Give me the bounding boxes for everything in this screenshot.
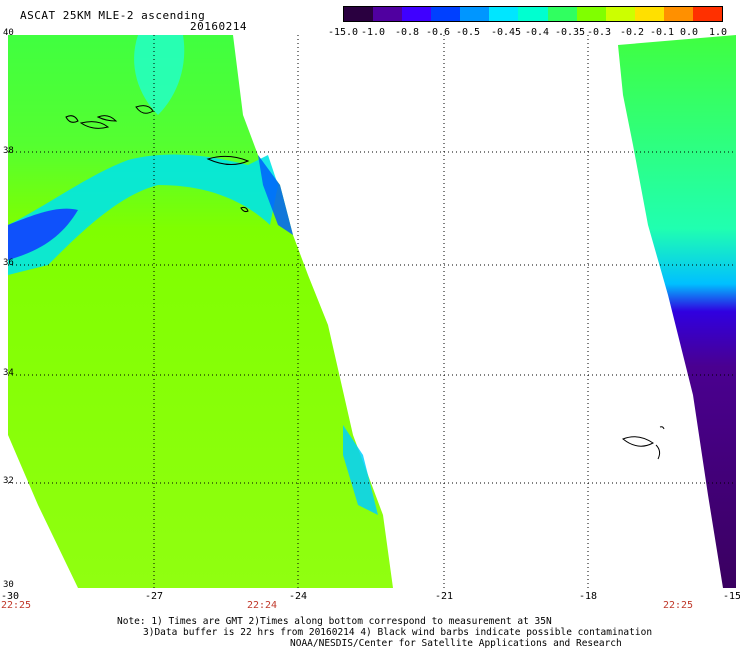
lat-label: 36 <box>3 258 14 268</box>
colorbar-tick: -1.0 <box>360 27 386 38</box>
island-outlines <box>65 105 665 460</box>
colorbar-swatch <box>634 7 664 21</box>
colorbar-tick: -0.5 <box>455 27 481 38</box>
colorbar-tick: -0.45 <box>490 27 522 38</box>
colorbar-tick: -0.3 <box>586 27 612 38</box>
lat-lon-grid <box>8 35 736 588</box>
colorbar-swatch <box>547 7 577 21</box>
lat-label: 34 <box>3 368 14 378</box>
colorbar-swatch <box>344 7 374 21</box>
colorbar-swatch <box>576 7 606 21</box>
product-title: ASCAT 25KM MLE-2 ascending <box>20 9 206 22</box>
lon-label: -27 <box>144 591 164 602</box>
colorbar-swatch <box>605 7 635 21</box>
colorbar-swatch <box>692 7 723 21</box>
time-label: 22:25 <box>662 600 694 611</box>
right-swath <box>618 35 736 588</box>
colorbar-swatch <box>518 7 548 21</box>
colorbar-tick: -0.2 <box>619 27 645 38</box>
lat-label: 32 <box>3 476 14 486</box>
lat-label: 30 <box>3 580 14 590</box>
colorbar-swatch <box>431 7 461 21</box>
colorbar-tick: -0.35 <box>554 27 586 38</box>
footer-note-line3: NOAA/NESDIS/Center for Satellite Applica… <box>290 638 622 649</box>
lon-label: -18 <box>578 591 598 602</box>
lon-label: -24 <box>288 591 308 602</box>
footer-note-line1: Note: 1) Times are GMT 2)Times along bot… <box>117 616 552 627</box>
product-date: 20160214 <box>190 20 247 33</box>
time-label: 22:25 <box>0 600 32 611</box>
colorbar-tick: -0.1 <box>649 27 675 38</box>
wind-band-blue <box>8 208 78 260</box>
colorbar-swatch <box>489 7 519 21</box>
left-swath <box>8 35 393 588</box>
colorbar-tick: -0.6 <box>425 27 451 38</box>
wind-band-cyan-top <box>134 35 185 115</box>
wind-band-left <box>8 154 278 275</box>
wind-band-east-edge <box>258 155 293 235</box>
colorbar-swatch <box>460 7 490 21</box>
lat-label: 38 <box>3 146 14 156</box>
time-label: 22:24 <box>246 600 278 611</box>
lon-label: -15 <box>722 591 740 602</box>
wind-map <box>8 35 736 588</box>
colorbar-tick: -0.8 <box>394 27 420 38</box>
lon-label: -30 <box>0 591 20 602</box>
colorbar-tick: -0.4 <box>524 27 550 38</box>
footer-note-line2: 3)Data buffer is 22 hrs from 20160214 4)… <box>143 627 653 638</box>
colorbar-tick: 1.0 <box>708 27 728 38</box>
colorbar <box>343 6 723 22</box>
colorbar-swatch <box>402 7 432 21</box>
colorbar-swatch <box>663 7 693 21</box>
colorbar-tick: 0.0 <box>679 27 699 38</box>
wind-band-south-edge <box>343 425 378 515</box>
lon-label: -21 <box>434 591 454 602</box>
colorbar-swatch <box>373 7 403 21</box>
lat-label: 40 <box>3 28 14 38</box>
colorbar-tick: -15.0 <box>327 27 359 38</box>
